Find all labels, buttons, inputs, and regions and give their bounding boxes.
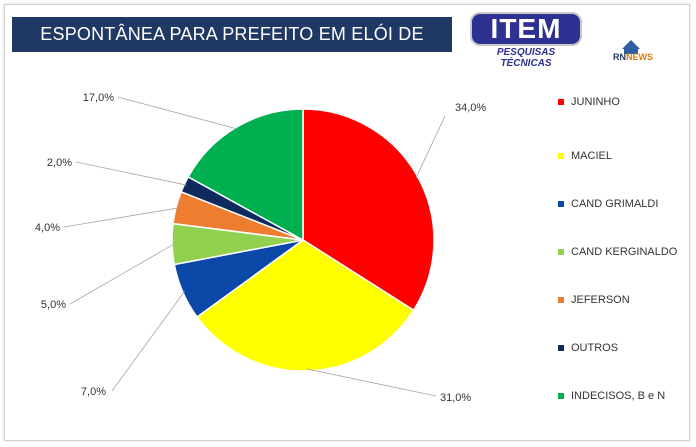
chart-title: ESPONTÂNEA PARA PREFEITO EM ELÓI DE SOUZ… bbox=[12, 17, 452, 79]
legend-swatch bbox=[558, 297, 564, 303]
rn-news-logo-news: NEWS bbox=[626, 52, 653, 62]
data-label: 2,0% bbox=[47, 157, 72, 169]
rn-news-logo: RNNEWS bbox=[600, 40, 670, 66]
legend-swatch bbox=[558, 249, 564, 255]
leader-line bbox=[63, 207, 179, 228]
data-label: 4,0% bbox=[35, 222, 60, 234]
legend-label: MACIEL bbox=[571, 150, 612, 162]
legend-label: CAND KERGINALDO bbox=[571, 246, 678, 258]
item-logo-subtitle: PESQUISAS TÉCNICAS bbox=[496, 47, 556, 69]
legend-label: CAND GRIMALDI bbox=[571, 198, 659, 210]
rn-news-logo-rn: RN bbox=[613, 52, 626, 62]
data-label: 31,0% bbox=[440, 392, 471, 404]
legend-swatch bbox=[558, 99, 564, 105]
leader-line bbox=[415, 115, 446, 179]
pie-slice-maciel bbox=[195, 239, 415, 372]
leader-line bbox=[117, 96, 238, 130]
data-label: 17,0% bbox=[83, 92, 114, 104]
leader-line bbox=[75, 161, 187, 186]
legend-swatch bbox=[558, 201, 564, 207]
data-label: 5,0% bbox=[41, 299, 66, 311]
legend-swatch bbox=[558, 345, 564, 351]
data-label: 34,0% bbox=[455, 102, 486, 114]
legend-swatch bbox=[558, 153, 564, 159]
leader-line bbox=[111, 290, 185, 392]
leader-line bbox=[69, 243, 175, 305]
item-logo-text: ITEM bbox=[470, 12, 582, 46]
legend-label: JEFERSON bbox=[571, 294, 630, 306]
legend-swatch bbox=[558, 393, 564, 399]
rn-news-house-icon bbox=[622, 40, 640, 49]
pie-slice-indecisos-b-e-n bbox=[187, 108, 304, 242]
item-logo: ITEM PESQUISAS TÉCNICAS bbox=[470, 12, 582, 69]
data-label: 7,0% bbox=[81, 386, 106, 398]
leader-line bbox=[306, 368, 437, 397]
pie-slice-juninho bbox=[302, 108, 435, 312]
legend-label: OUTROS bbox=[571, 342, 619, 354]
legend-label: INDECISOS, B e N bbox=[571, 390, 666, 402]
legend-label: JUNINHO bbox=[571, 96, 620, 108]
